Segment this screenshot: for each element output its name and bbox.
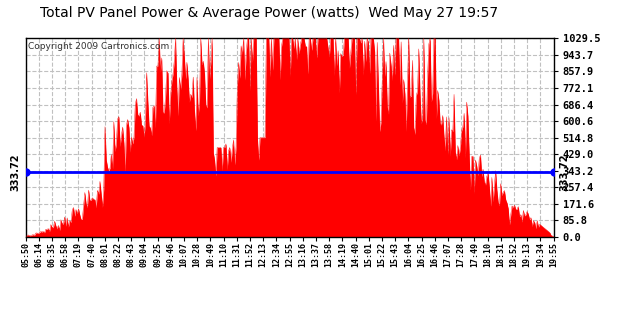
- Text: 333.72: 333.72: [10, 154, 20, 191]
- Text: Copyright 2009 Cartronics.com: Copyright 2009 Cartronics.com: [28, 42, 170, 52]
- Text: Total PV Panel Power & Average Power (watts)  Wed May 27 19:57: Total PV Panel Power & Average Power (wa…: [40, 6, 498, 20]
- Text: 333.72: 333.72: [559, 154, 569, 191]
